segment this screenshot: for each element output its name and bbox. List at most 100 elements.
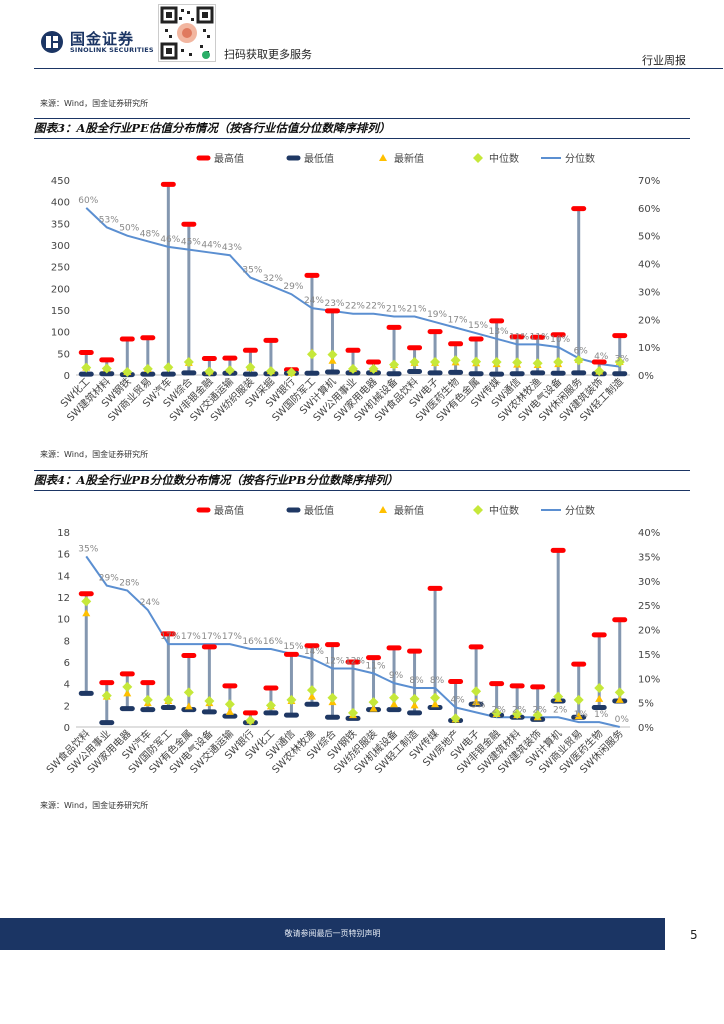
median-marker [204, 366, 215, 377]
qr-code-icon[interactable] [158, 4, 216, 62]
percentile-label: 1% [594, 710, 609, 720]
median-marker [553, 357, 564, 367]
median-marker [286, 367, 297, 378]
latest-marker [472, 698, 481, 706]
median-marker [614, 687, 625, 698]
latest-marker [574, 712, 583, 720]
percentile-label: 45% [181, 238, 201, 248]
y-right-tick-label: 0% [638, 371, 654, 382]
qr-caption: 扫码获取更多服务 [224, 48, 312, 61]
median-marker [224, 365, 235, 376]
legend-label: 最新值 [394, 504, 424, 517]
percentile-label: 10% [550, 335, 570, 345]
latest-marker [615, 695, 624, 703]
median-marker [142, 363, 153, 374]
y-left-tick-label: 250 [51, 263, 70, 274]
median-marker [204, 696, 215, 706]
percentile-label: 23% [324, 299, 344, 309]
percentile-label: 11% [530, 332, 550, 342]
median-marker [245, 362, 256, 373]
y-right-tick-label: 50% [638, 232, 660, 243]
percentile-line [85, 207, 620, 368]
pe-valuation-chart: 最高值 最低值 最新值 中位数 分位数 0 50 100 150 200 250 300 350 400 4… [51, 152, 660, 424]
median-marker [491, 707, 502, 718]
latest-marker [225, 707, 234, 715]
median-marker [101, 690, 112, 701]
latest-marker [123, 689, 132, 697]
median-marker [81, 362, 92, 373]
median-marker [491, 357, 502, 367]
percentile-label: 16% [263, 637, 283, 647]
percentile-label: 53% [99, 215, 119, 225]
figure4-source: 来源：Wind，国金证券研究所 [40, 801, 149, 810]
percentile-label: 17% [181, 632, 201, 642]
latest-marker [410, 701, 419, 709]
percentile-label: 21% [407, 305, 427, 315]
percentile-label: 60% [78, 196, 98, 206]
latest-marker [82, 609, 91, 617]
median-marker [471, 356, 482, 367]
median-marker [224, 699, 235, 710]
y-right-tick-label: 40% [638, 528, 660, 539]
footer-disclaimer: 敬请参阅最后一页特别声明 [284, 929, 381, 938]
median-marker [348, 707, 358, 718]
percentile-label: 35% [78, 544, 98, 554]
percentile-label: 11% [366, 661, 386, 671]
percentile-label: 2% [491, 705, 506, 715]
median-marker [368, 363, 379, 374]
latest-marker [184, 702, 193, 710]
y-left-tick-label: 4 [64, 680, 70, 691]
y-left-tick-label: 100 [51, 328, 70, 339]
figure3-source: 来源：Wind，国金证券研究所 [40, 450, 149, 459]
median-marker [512, 709, 523, 719]
median-marker [471, 686, 482, 697]
y-right-tick-label: 40% [638, 260, 660, 271]
percentile-label: 3% [615, 355, 630, 365]
company-name-cn: 国金证券 [70, 30, 135, 48]
percentile-label: 29% [283, 282, 303, 292]
percentile-label: 9% [389, 671, 404, 681]
median-marker [430, 692, 441, 703]
y-left-tick-label: 16 [57, 550, 70, 561]
percentile-label: 28% [119, 579, 139, 589]
legend-median-marker [473, 505, 483, 515]
y-left-tick-label: 200 [51, 284, 70, 295]
percentile-label: 14% [304, 647, 324, 657]
y-right-tick-label: 30% [638, 287, 660, 298]
legend-label: 中位数 [489, 504, 519, 517]
legend-label: 分位数 [565, 504, 595, 517]
page-header: 国金证券 SINOLINK SECURITIES 扫码获取更多服务 行业周报 [0, 0, 724, 68]
percentile-label: 29% [99, 574, 119, 584]
y-left-tick-label: 350 [51, 219, 70, 230]
legend-label: 中位数 [489, 152, 519, 165]
legend-label: 最高值 [214, 152, 244, 165]
figure4-title: 图表4：A股全行业PB分位数分布情况（按各行业PB分位数降序排列） [34, 470, 690, 491]
y-left-tick-label: 2 [64, 701, 70, 712]
percentile-label: 15% [283, 642, 303, 652]
footer-bar [0, 918, 665, 950]
y-right-tick-label: 10% [638, 674, 660, 685]
percentile-label: 15% [468, 321, 488, 331]
median-marker [594, 683, 605, 693]
median-marker [614, 357, 625, 367]
median-marker [573, 694, 584, 705]
y-right-tick-label: 20% [638, 626, 660, 637]
median-marker [327, 692, 338, 703]
y-right-tick-label: 70% [638, 176, 660, 187]
median-marker [101, 363, 112, 374]
y-right-tick-label: 20% [638, 315, 660, 326]
percentile-label: 2% [553, 705, 568, 715]
percentile-label: 21% [386, 305, 406, 315]
legend-latest-marker [379, 506, 387, 513]
y-left-tick-label: 10 [57, 615, 70, 626]
y-left-tick-label: 18 [57, 528, 70, 539]
latest-marker [431, 700, 440, 708]
median-marker [245, 715, 256, 726]
percentile-label: 24% [304, 296, 324, 306]
y-right-tick-label: 5% [638, 699, 654, 710]
median-marker [163, 694, 174, 705]
figure3-title: 图表3：A股全行业PE估值分布情况（按各行业估值分位数降序排列） [34, 118, 690, 139]
median-marker [389, 692, 400, 703]
median-marker [163, 362, 174, 373]
percentile-label: 0% [615, 715, 630, 725]
